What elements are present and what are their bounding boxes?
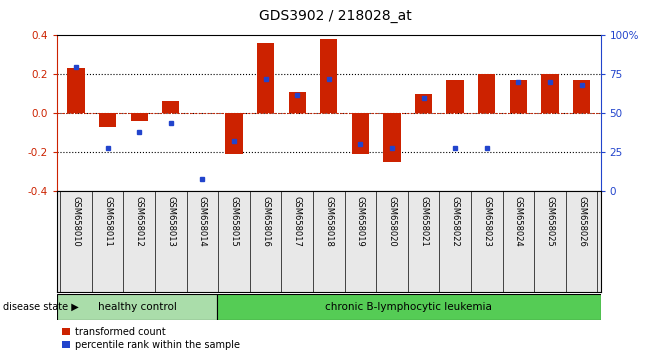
Bar [320,39,338,113]
Text: GSM658016: GSM658016 [261,196,270,247]
Text: GSM658014: GSM658014 [198,196,207,247]
Text: disease state ▶: disease state ▶ [3,302,79,312]
Text: GSM658013: GSM658013 [166,196,175,247]
Text: GSM658020: GSM658020 [387,196,397,247]
Bar [478,74,495,113]
Bar [415,94,432,113]
Text: GSM658024: GSM658024 [514,196,523,247]
Text: GSM658021: GSM658021 [419,196,428,247]
Text: GSM658019: GSM658019 [356,196,365,247]
Text: GSM658010: GSM658010 [72,196,81,247]
Bar [510,80,527,113]
Bar [57,294,217,320]
Text: GSM658018: GSM658018 [324,196,333,247]
Legend: transformed count, percentile rank within the sample: transformed count, percentile rank withi… [62,327,240,350]
Bar [289,92,306,113]
Text: GDS3902 / 218028_at: GDS3902 / 218028_at [259,9,412,23]
Text: GSM658025: GSM658025 [546,196,554,247]
Bar [446,80,464,113]
Text: GSM658011: GSM658011 [103,196,112,247]
Bar [162,101,179,113]
Text: GSM658015: GSM658015 [229,196,238,247]
Text: GSM658012: GSM658012 [135,196,144,247]
Bar [257,43,274,113]
Text: GSM658022: GSM658022 [451,196,460,247]
Bar [67,68,85,113]
Bar [352,113,369,154]
Text: healthy control: healthy control [97,302,176,312]
Bar [573,80,590,113]
Bar [225,113,243,154]
Bar [541,74,559,113]
Text: GSM658026: GSM658026 [577,196,586,247]
Text: GSM658023: GSM658023 [482,196,491,247]
Bar [130,113,148,121]
Text: GSM658017: GSM658017 [293,196,302,247]
Bar [217,294,601,320]
Bar [383,113,401,162]
Bar [99,113,116,127]
Text: chronic B-lymphocytic leukemia: chronic B-lymphocytic leukemia [325,302,492,312]
